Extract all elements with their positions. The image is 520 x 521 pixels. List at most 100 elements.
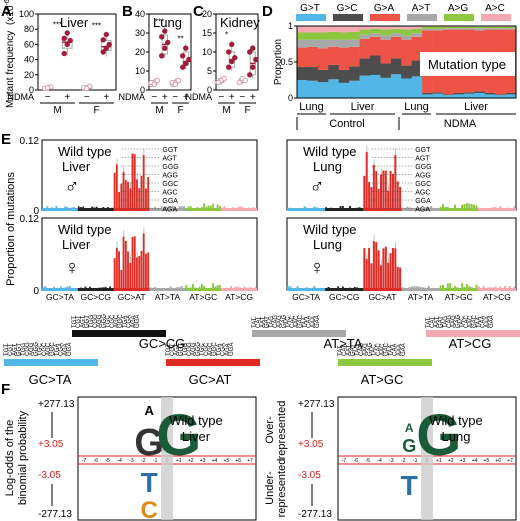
legend-swatch bbox=[296, 14, 326, 21]
stack-segment bbox=[411, 60, 423, 77]
trinucleotide-label: TAC bbox=[460, 316, 466, 328]
spectrum-bar bbox=[394, 155, 397, 210]
position-label: -7 bbox=[82, 458, 87, 464]
ndma-sign: − bbox=[218, 92, 224, 103]
stack-segment bbox=[411, 26, 423, 29]
spectrum-bar bbox=[142, 233, 145, 290]
stack-segment bbox=[359, 58, 371, 76]
logo-label-genotype: Wild type bbox=[169, 413, 222, 428]
stack-segment bbox=[422, 28, 433, 31]
data-point bbox=[61, 50, 67, 57]
y-tick-label: 0 bbox=[33, 286, 39, 297]
stack-segment bbox=[307, 39, 319, 47]
category-strip bbox=[401, 288, 440, 291]
spectrum-bar bbox=[115, 164, 118, 210]
stack-segment bbox=[307, 32, 319, 40]
stack-segment bbox=[328, 31, 340, 40]
panel-label-genotype: Wild type bbox=[303, 222, 356, 237]
position-label: -6 bbox=[94, 458, 99, 464]
logo-letter: C bbox=[141, 497, 158, 521]
position-label: -1 bbox=[413, 458, 418, 464]
significance-marker: *** bbox=[155, 17, 164, 26]
stack-segment bbox=[422, 92, 433, 95]
category-strip bbox=[325, 208, 364, 211]
sex-label-m: M bbox=[155, 105, 163, 116]
annotation-label: AGG bbox=[415, 173, 431, 180]
stack-segment bbox=[411, 28, 423, 34]
y-tick-label: 40 bbox=[135, 9, 145, 19]
spectrum-bar bbox=[449, 283, 452, 290]
panel-letter-c: C bbox=[193, 3, 204, 20]
trinucleotide-label: TAG bbox=[443, 316, 449, 328]
ndma-sign: + bbox=[162, 92, 168, 103]
category-label: GC>AT bbox=[368, 292, 396, 302]
stack-segment bbox=[453, 92, 465, 95]
spectrum-bar bbox=[212, 203, 215, 210]
trinucleotide-label: CGT bbox=[170, 343, 176, 356]
spectrum-bar bbox=[363, 247, 366, 290]
trinucleotide-label: AGA bbox=[131, 315, 137, 328]
category-strip bbox=[363, 288, 402, 291]
stack-segment bbox=[317, 39, 329, 49]
ndma-label: NDMA bbox=[8, 92, 35, 102]
stack-segment bbox=[370, 55, 381, 75]
stack-segment bbox=[505, 26, 517, 29]
category-label: GC>AT bbox=[189, 372, 232, 387]
annotation-label: AGG bbox=[162, 173, 178, 180]
stack-segment bbox=[370, 28, 381, 34]
spectrum-bar bbox=[142, 155, 145, 210]
spectrum-bar bbox=[465, 203, 468, 210]
stack-segment bbox=[380, 63, 392, 78]
logo-letter: G bbox=[134, 422, 164, 464]
data-point bbox=[154, 77, 160, 84]
panel-label-tissue: Liver bbox=[62, 159, 91, 174]
stack-segment bbox=[474, 92, 486, 98]
stack-segment bbox=[307, 26, 319, 33]
data-point bbox=[229, 58, 235, 65]
position-label: -2 bbox=[401, 458, 406, 464]
stack-segment bbox=[380, 77, 392, 98]
stack-segment bbox=[297, 26, 308, 33]
category-label: AT>GC bbox=[189, 292, 217, 302]
category-label: GC>AT bbox=[118, 292, 146, 302]
stack-segment bbox=[401, 35, 413, 40]
legend-swatch bbox=[370, 14, 400, 21]
legend-label: A>G bbox=[448, 3, 469, 14]
data-point bbox=[162, 45, 168, 51]
data-point bbox=[215, 79, 221, 86]
spectrum-bar bbox=[145, 253, 147, 290]
stack-segment bbox=[463, 93, 475, 98]
stack-segment bbox=[380, 29, 392, 36]
trinucleotide-label: AGT bbox=[12, 343, 18, 356]
annotation-label: GGC bbox=[415, 181, 431, 188]
spectrum-bar bbox=[136, 179, 138, 210]
spectrum-bar bbox=[380, 265, 383, 290]
data-point bbox=[151, 81, 157, 88]
logo-value-top: +277.13 bbox=[38, 399, 75, 410]
y-tick-label: 10 bbox=[202, 47, 212, 57]
panel-letter-e: E bbox=[1, 131, 11, 148]
trinucleotide-label: GGT bbox=[85, 315, 91, 328]
spectrum-bar bbox=[375, 242, 378, 290]
spectrum-panel: 0 0.12 GC>TA GC>CG GC>AT AT>TA AT>GC AT>CG Wild … bbox=[20, 214, 258, 302]
spectrum-bar bbox=[140, 175, 143, 210]
category-strip bbox=[113, 288, 150, 291]
y-tick-label: 80 bbox=[24, 24, 34, 34]
stack-segment bbox=[453, 94, 465, 98]
data-point bbox=[103, 31, 109, 38]
annotation-label: AGA bbox=[162, 207, 177, 214]
ndma-sign: + bbox=[64, 92, 70, 103]
trinucleotide-label: CAG bbox=[273, 315, 279, 328]
panel-title: Kidney bbox=[220, 15, 260, 30]
spectrum-bar bbox=[396, 266, 399, 290]
stack-segment bbox=[370, 26, 381, 29]
trinucleotide-label: TAC bbox=[286, 316, 292, 328]
trinucleotide-legend: TGTCGTAGTGGTTGGCGGAGGGGGTGCCGCAGCGGCTGAC… bbox=[4, 314, 520, 387]
trinucleotide-label: CAC bbox=[376, 343, 382, 356]
spectrum-bar bbox=[131, 153, 134, 210]
annotation-label: AGT bbox=[415, 156, 430, 163]
legend-label: A>T bbox=[412, 3, 431, 14]
stack-segment bbox=[411, 76, 423, 98]
legend-label: G>T bbox=[300, 3, 320, 14]
